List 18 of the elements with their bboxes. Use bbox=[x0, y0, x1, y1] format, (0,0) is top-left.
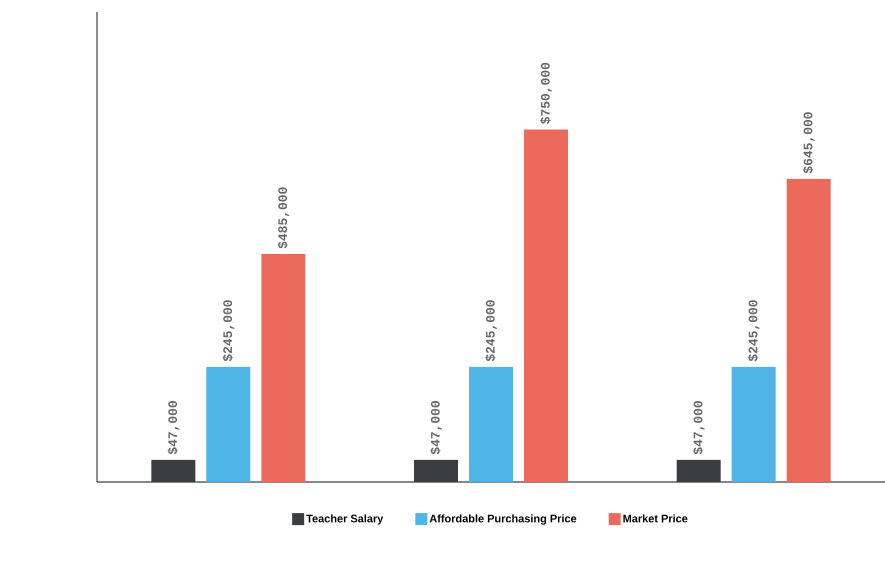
legend-label: Teacher Salary bbox=[306, 514, 384, 525]
data-label: $245,000 bbox=[748, 300, 760, 362]
data-label: $750,000 bbox=[540, 62, 552, 124]
bar bbox=[786, 178, 831, 482]
legend-label: Affordable Purchasing Price bbox=[430, 514, 576, 525]
bar bbox=[524, 129, 568, 482]
data-label: $47,000 bbox=[167, 401, 180, 454]
bar bbox=[732, 366, 776, 482]
bar bbox=[261, 254, 306, 482]
data-label: $645,000 bbox=[802, 112, 815, 174]
bar bbox=[469, 366, 514, 482]
data-label: $47,000 bbox=[692, 401, 705, 454]
bar bbox=[206, 366, 250, 482]
data-label: $47,000 bbox=[430, 401, 442, 454]
data-label: $485,000 bbox=[277, 187, 290, 248]
legend-label: Market Price bbox=[623, 514, 688, 522]
data-label: $245,000 bbox=[485, 300, 497, 362]
data-label: $245,000 bbox=[222, 300, 234, 362]
